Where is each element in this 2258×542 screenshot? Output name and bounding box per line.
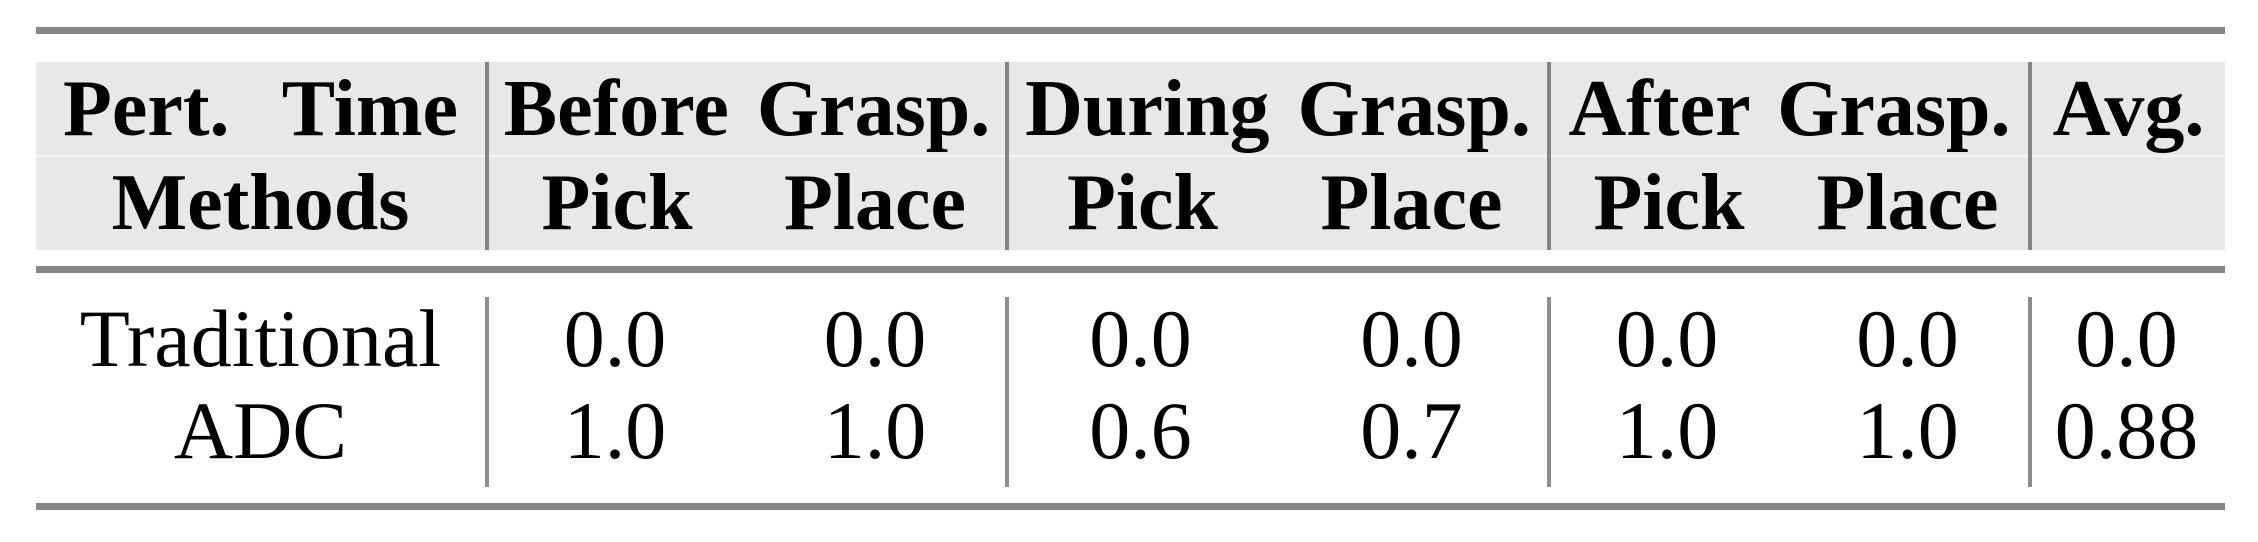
header-sub-after-pick: Pick xyxy=(1547,156,1787,250)
value-cell: 0.6 xyxy=(1089,385,1192,476)
value-cell: 0.0 xyxy=(1856,293,1959,384)
method-cell-traditional: Traditional xyxy=(79,293,442,384)
header-group-after-grasp: After Grasp. xyxy=(1547,62,2028,156)
value-cell: 1.0 xyxy=(1856,385,1959,476)
header-sub-after-place: Place xyxy=(1816,159,1999,247)
method-cell-adc: ADC xyxy=(173,385,348,476)
mid-rule xyxy=(36,266,2225,273)
value-cell: 0.0 xyxy=(823,293,927,384)
header-sub-during-place: Place xyxy=(1320,159,1503,247)
header-sub-before-place: Place xyxy=(783,159,967,247)
value-cell: 0.0 xyxy=(1360,293,1463,384)
value-cell: 0.0 xyxy=(1089,293,1192,384)
top-rule xyxy=(36,27,2225,34)
body-divider-4 xyxy=(2028,297,2032,487)
results-table: Pert. Time Before Grasp. During Grasp. A… xyxy=(36,0,2225,542)
header-cell-methods: Methods xyxy=(111,159,410,247)
header-cell-avg: Avg. xyxy=(2028,62,2225,250)
header-group-before-grasp: Before Grasp. xyxy=(485,62,1005,156)
value-cell-avg: 0.0 xyxy=(2075,293,2178,384)
body-divider-1 xyxy=(485,297,489,487)
body-divider-2 xyxy=(1005,297,1009,487)
header-sub-during-pick: Pick xyxy=(1005,156,1276,250)
value-cell: 0.0 xyxy=(563,293,667,384)
header-sub-before-pick: Pick xyxy=(485,156,745,250)
header-group-during-grasp: During Grasp. xyxy=(1005,62,1547,156)
value-cell: 1.0 xyxy=(563,385,667,476)
table-header: Pert. Time Before Grasp. During Grasp. A… xyxy=(36,62,2225,250)
table-row-adc: ADC 1.0 1.0 0.6 0.7 1.0 1.0 0.88 xyxy=(36,385,2225,477)
table-body: Traditional 0.0 0.0 0.0 0.0 0.0 0.0 0.0 … xyxy=(36,273,2225,503)
body-divider-3 xyxy=(1547,297,1551,487)
value-cell-avg: 0.88 xyxy=(2054,385,2199,476)
header-cell-pert-time: Pert. Time xyxy=(63,65,458,153)
value-cell: 0.0 xyxy=(1615,293,1719,384)
value-cell: 1.0 xyxy=(1615,385,1719,476)
table-row-traditional: Traditional 0.0 0.0 0.0 0.0 0.0 0.0 0.0 xyxy=(36,293,2225,385)
value-cell: 0.7 xyxy=(1360,385,1463,476)
bottom-rule xyxy=(36,503,2225,510)
value-cell: 1.0 xyxy=(823,385,927,476)
